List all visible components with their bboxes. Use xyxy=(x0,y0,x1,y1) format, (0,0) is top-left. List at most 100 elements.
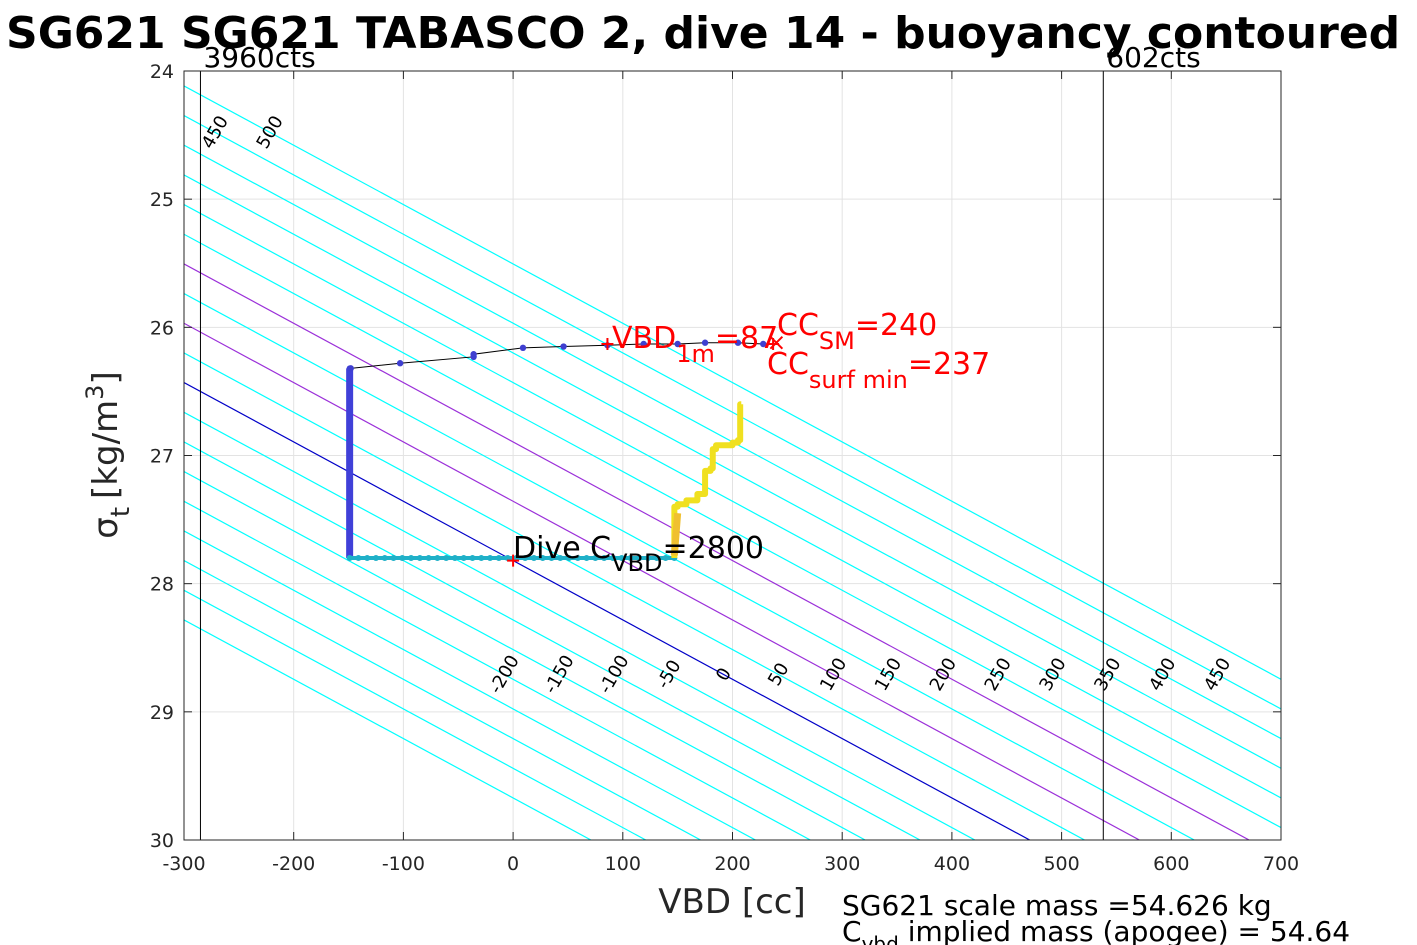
climb-point xyxy=(674,340,681,348)
contour-line xyxy=(184,352,1086,840)
bottom-point xyxy=(583,555,590,562)
vbd-1m-main: VBD xyxy=(612,321,676,356)
bottom-point xyxy=(346,555,353,562)
bottom-point xyxy=(469,555,476,562)
footer-implied-mass: Cvbd implied mass (apogee) = 54.64 xyxy=(842,915,1350,945)
descent-point xyxy=(346,434,353,441)
descent-point xyxy=(346,403,353,410)
bottom-point xyxy=(451,555,458,562)
x-tick-label: -200 xyxy=(272,853,315,875)
bottom-point xyxy=(645,555,652,562)
bottom-point xyxy=(504,555,511,562)
chart-title: SG621 SG621 TABASCO 2, dive 14 - buoyanc… xyxy=(6,8,1400,59)
bottom-point xyxy=(495,555,502,562)
dive-cvbd-main: Dive C xyxy=(513,531,611,566)
y-tick-label: 28 xyxy=(150,574,174,596)
climb-point xyxy=(470,351,477,358)
ccsurf-sub: surf min xyxy=(809,366,908,394)
descent-point xyxy=(346,511,353,518)
x-tick-label: -100 xyxy=(382,853,425,875)
bottom-point xyxy=(557,555,564,562)
contour-line xyxy=(184,470,867,840)
x-tick-label: 500 xyxy=(1043,853,1079,875)
descent-point xyxy=(346,411,353,418)
y-label-sup: 3 xyxy=(81,385,109,400)
descent-point xyxy=(346,519,353,526)
climb-point xyxy=(734,339,742,346)
descent-point xyxy=(346,419,353,426)
x-tick-label: 100 xyxy=(605,853,641,875)
bottom-point xyxy=(487,555,494,562)
bottom-point xyxy=(399,555,406,562)
descent-point xyxy=(346,465,353,472)
ccsm-annotation: CCSM=240 xyxy=(777,308,937,355)
descent-point xyxy=(346,380,353,387)
descent-point xyxy=(346,549,353,556)
bottom-point xyxy=(618,555,625,562)
apogee-transition xyxy=(670,512,682,556)
bottom-point xyxy=(513,555,520,562)
climb-point xyxy=(701,339,709,346)
descent-point xyxy=(346,449,353,456)
y-tick-label: 30 xyxy=(150,830,174,852)
descent-point xyxy=(346,426,353,433)
climb-point xyxy=(760,340,767,348)
climb-point xyxy=(519,344,527,352)
x-axis-label: VBD [cc] xyxy=(658,882,806,922)
descent-point xyxy=(346,442,353,449)
bottom-point xyxy=(381,555,388,562)
ccsm-main: CC xyxy=(777,308,819,343)
x-tick-label: 200 xyxy=(714,853,750,875)
axis-ticks: -300 -200 -100 0 100 200 300 400 500 600 700 24 25 26… xyxy=(150,61,1299,875)
y-label-unit: [kg/m xyxy=(86,400,126,499)
descent-point xyxy=(346,503,353,510)
vbd-limit-label: 3960cts xyxy=(203,41,315,74)
bottom-point xyxy=(478,555,485,562)
x-tick-label: -300 xyxy=(162,853,205,875)
descent-point xyxy=(346,496,353,503)
y-tick-label: 29 xyxy=(150,702,174,724)
descent-point xyxy=(346,396,353,403)
footer-scale-mass: SG621 scale mass =54.626 kg xyxy=(842,889,1272,922)
bottom-point xyxy=(443,555,450,562)
climb-point xyxy=(640,340,647,348)
bottom-point xyxy=(408,555,415,562)
y-label-sigma: σ xyxy=(86,517,126,539)
descent-point xyxy=(346,373,353,380)
footer-c: C xyxy=(842,915,862,945)
climb-point xyxy=(347,365,354,372)
bottom-point xyxy=(434,555,441,562)
contour-line xyxy=(184,530,757,840)
descent-point xyxy=(346,480,353,487)
x-tick-label: 300 xyxy=(824,853,860,875)
bottom-point xyxy=(662,555,669,562)
vbd-1m-value: =87 xyxy=(715,321,778,356)
bottom-point xyxy=(522,555,529,562)
bottom-point xyxy=(460,555,467,562)
dive-cvbd-annotation: Dive CVBD=2800 xyxy=(513,531,764,577)
y-label-sub: t xyxy=(106,507,136,517)
contour-line xyxy=(184,559,702,840)
contour-line xyxy=(184,322,1141,840)
descent-point xyxy=(346,526,353,533)
ccsurf-main: CC xyxy=(767,347,809,382)
descent-point xyxy=(346,488,353,495)
apogee-series xyxy=(671,401,744,559)
footer-vbd-sub: vbd xyxy=(862,932,899,945)
contour-line xyxy=(184,589,647,840)
x-tick-label: 400 xyxy=(934,853,970,875)
climb-point xyxy=(396,360,404,367)
bottom-point xyxy=(636,555,643,562)
dive-cvbd-value: =2800 xyxy=(663,531,764,566)
x-marker xyxy=(769,336,784,350)
bottom-point xyxy=(574,555,581,562)
climb-line xyxy=(350,342,764,369)
descent-point xyxy=(346,473,353,480)
bottom-point xyxy=(364,555,371,562)
